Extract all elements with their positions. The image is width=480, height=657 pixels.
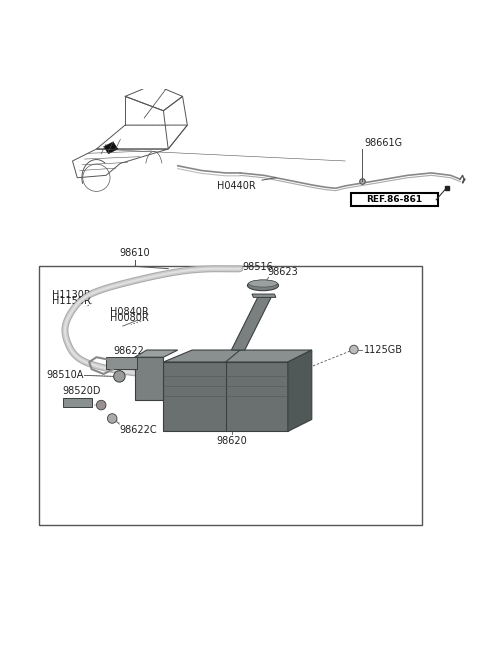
Text: H1150R: H1150R [52, 296, 91, 306]
Text: 98622: 98622 [114, 346, 144, 356]
Text: 98610: 98610 [120, 248, 150, 258]
Polygon shape [288, 350, 312, 432]
Text: H0080R: H0080R [110, 313, 149, 323]
Polygon shape [163, 362, 288, 432]
Polygon shape [63, 398, 92, 407]
Text: 98516: 98516 [242, 262, 273, 272]
Text: 98622C: 98622C [120, 425, 157, 435]
Circle shape [114, 371, 125, 382]
Ellipse shape [249, 280, 277, 287]
Text: 98520D: 98520D [62, 386, 100, 396]
Polygon shape [104, 142, 118, 154]
Circle shape [349, 345, 358, 354]
Text: 98623: 98623 [268, 267, 299, 277]
Text: 98620: 98620 [216, 436, 247, 445]
Text: 98661G: 98661G [364, 137, 403, 148]
Polygon shape [231, 298, 271, 350]
Polygon shape [106, 357, 137, 369]
Text: H0840R: H0840R [110, 307, 149, 317]
Circle shape [96, 400, 106, 410]
Polygon shape [252, 294, 276, 298]
Polygon shape [135, 357, 163, 400]
Text: 98510A: 98510A [47, 371, 84, 380]
Polygon shape [135, 350, 178, 357]
Text: H0440R: H0440R [217, 181, 255, 191]
Ellipse shape [247, 280, 278, 290]
Circle shape [108, 414, 117, 423]
Bar [39, 266, 422, 525]
Text: REF.86-861: REF.86-861 [367, 195, 423, 204]
Text: H1130R: H1130R [52, 290, 91, 300]
FancyBboxPatch shape [351, 193, 438, 206]
Text: 1125GB: 1125GB [363, 344, 403, 355]
Polygon shape [163, 350, 312, 362]
